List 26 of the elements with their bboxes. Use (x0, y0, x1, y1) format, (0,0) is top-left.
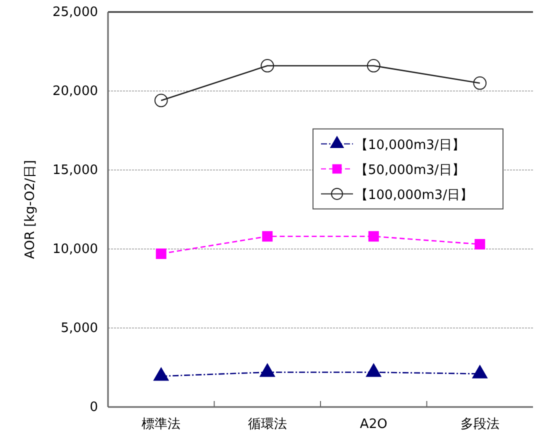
y-tick-label: 25,000 (52, 5, 98, 20)
x-tick-label: A2O (360, 417, 388, 432)
y-axis-title: AOR [kg-O2/日] (23, 160, 38, 259)
legend-label: 【100,000m3/日】 (355, 188, 474, 203)
y-tick-label: 10,000 (52, 242, 98, 258)
x-tick-label: 多段法 (460, 417, 500, 432)
point (366, 363, 382, 377)
y-tick-label: 5,000 (60, 321, 98, 336)
legend-label: 【50,000m3/日】 (355, 162, 465, 178)
point (153, 366, 170, 381)
y-tick-label: 0 (90, 400, 98, 416)
legend-label: 【10,000m3/日】 (355, 138, 465, 153)
point (259, 363, 276, 377)
point (472, 364, 488, 378)
point (473, 76, 487, 90)
x-tick-label: 循環法 (248, 417, 287, 432)
point (156, 248, 166, 259)
point (366, 59, 380, 72)
point (474, 239, 486, 250)
point (260, 59, 274, 72)
point (368, 231, 379, 242)
y-tick-label: 20,000 (52, 84, 98, 100)
x-tick-label: 標準法 (142, 417, 181, 432)
y-tick-label: 15,000 (52, 163, 98, 178)
point (262, 231, 273, 242)
point (154, 94, 168, 108)
